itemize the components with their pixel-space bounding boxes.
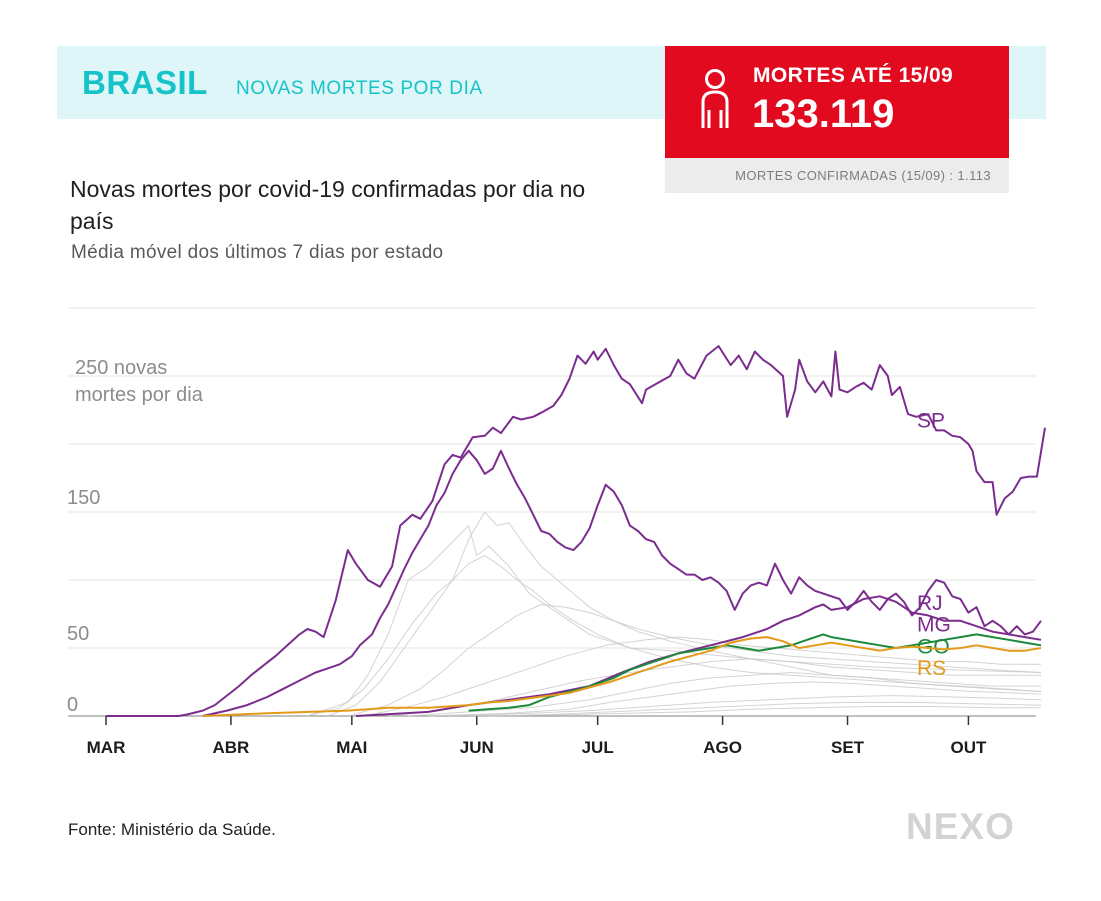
x-tick-label: JUN (460, 738, 494, 757)
series-line-other (307, 525, 1042, 717)
series-line-rs (202, 636, 1042, 717)
deaths-label: MORTES ATÉ 15/09 (753, 64, 954, 87)
series-line-other (468, 701, 1042, 717)
series-line-mg (355, 595, 1042, 717)
series-label-rs: RS (917, 657, 946, 680)
confirmed-bar: MORTES CONFIRMADAS (15/09) : 1.113 (665, 158, 1009, 193)
x-tick-label: MAR (87, 738, 126, 757)
y-tick-label: 250 novas mortes por dia (75, 357, 204, 406)
series-line-sp (106, 345, 1046, 717)
x-tick-label: MAI (336, 738, 367, 757)
nexo-logo: NEXO (906, 806, 1015, 847)
series-label-rj: RJ (917, 592, 943, 615)
y-tick-label: 0 (67, 694, 78, 716)
brand-title: BRASIL (82, 64, 208, 101)
confirmed-deaths-text: MORTES CONFIRMADAS (15/09) : 1.113 (735, 168, 991, 183)
x-tick-label: SET (831, 738, 865, 757)
person-icon (701, 69, 729, 128)
source-note: Fonte: Ministério da Saúde. (68, 820, 276, 839)
brand-subtitle: NOVAS MORTES POR DIA (236, 78, 483, 99)
series-label-go: GO (917, 635, 950, 658)
series-line-other (488, 706, 1041, 717)
series-line-other (363, 636, 1041, 717)
series-line-rj (202, 449, 1042, 717)
y-tick-label: 150 (67, 487, 100, 509)
series-line-other (347, 604, 1042, 717)
x-tick-label: JUL (582, 738, 614, 757)
series-line-other (408, 672, 1041, 717)
series-label-mg: MG (917, 614, 951, 637)
chart-subtitle: Média móvel dos últimos 7 dias por estad… (71, 242, 444, 263)
x-tick-label: OUT (950, 738, 987, 757)
series-line-go (468, 633, 1042, 712)
series-line-other (388, 658, 1041, 717)
deaths-box: MORTES ATÉ 15/09 133.119 (665, 46, 1009, 158)
x-tick-label: AGO (703, 738, 742, 757)
series-line-other (448, 695, 1042, 717)
y-tick-label: 50 (67, 623, 89, 645)
series-line-other (428, 681, 1042, 717)
deaths-value: 133.119 (752, 92, 895, 136)
series-line-other (307, 555, 1042, 717)
x-tick-label: ABR (213, 738, 250, 757)
chart-title: Novas mortes por covid-19 confirmadas po… (70, 176, 586, 234)
series-label-sp: SP (917, 410, 945, 433)
